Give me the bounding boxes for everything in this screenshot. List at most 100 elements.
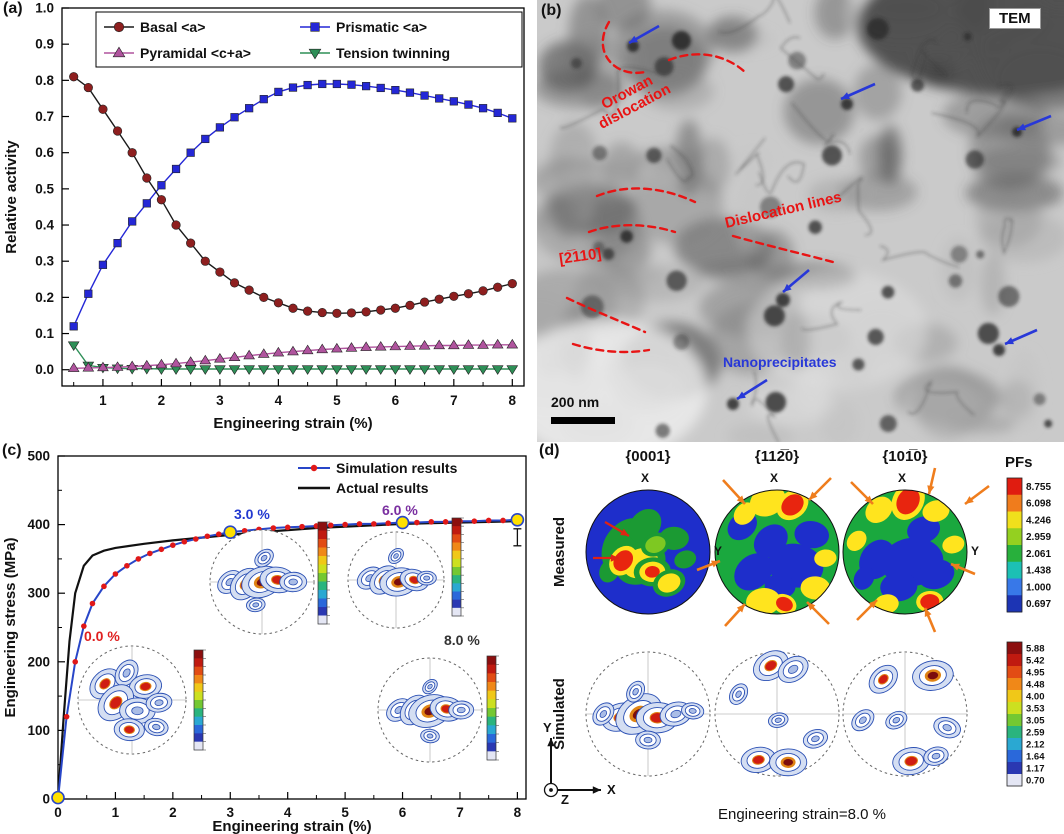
panel-d-caption: Engineering strain=8.0 % (717, 806, 887, 823)
tem-badge: TEM (989, 8, 1041, 29)
panel-a-tag: (a) (3, 0, 23, 17)
pf-column-1120: {112̅0} (754, 448, 800, 465)
svg-text:3: 3 (227, 805, 235, 820)
svg-text:0.1: 0.1 (35, 326, 54, 341)
svg-text:1.64: 1.64 (1026, 751, 1045, 762)
svg-text:0.6: 0.6 (35, 145, 54, 160)
svg-text:2: 2 (158, 393, 166, 408)
panel-b-tag: (b) (541, 2, 562, 19)
svg-text:0.697: 0.697 (1026, 599, 1051, 610)
pfs-label: PFs (1005, 454, 1033, 471)
panel-a: 0.0 0.1 0.2 0.3 0.4 0.5 0.6 0.7 0.8 0.9 1.0 1 2 3 4 5 6 7… (0, 0, 537, 442)
svg-text:500: 500 (27, 449, 50, 464)
svg-text:1: 1 (99, 393, 107, 408)
svg-text:5: 5 (341, 805, 349, 820)
svg-text:0: 0 (54, 805, 62, 820)
svg-text:1.17: 1.17 (1026, 763, 1045, 774)
svg-text:0.70: 0.70 (1026, 775, 1045, 786)
axis-y-label: Y (543, 720, 552, 735)
svg-text:2: 2 (169, 805, 177, 820)
svg-text:4.246: 4.246 (1026, 515, 1051, 526)
svg-text:6: 6 (399, 805, 407, 820)
series-0 (69, 72, 517, 318)
svg-text:0.0: 0.0 (35, 362, 54, 377)
svg-text:Actual results: Actual results (336, 480, 429, 496)
svg-text:3: 3 (216, 393, 224, 408)
stress-strain-chart: 0 100 200 300 400 500 0 1 2 3 4 5 6 7 8 Engineering str… (2, 449, 527, 834)
svg-text:5.88: 5.88 (1026, 643, 1045, 654)
svg-text:2.959: 2.959 (1026, 532, 1051, 543)
svg-text:5: 5 (333, 393, 341, 408)
panel-d-tag: (d) (539, 442, 560, 459)
svg-text:7: 7 (450, 393, 458, 408)
svg-text:Engineering stress (MPa): Engineering stress (MPa) (2, 537, 19, 717)
svg-text:0.3: 0.3 (35, 254, 54, 269)
svg-text:5.42: 5.42 (1026, 655, 1045, 666)
inset-label-3percent: 3.0 % (234, 506, 270, 522)
pole-x-mark: X (641, 471, 650, 485)
svg-text:4: 4 (275, 393, 283, 408)
svg-text:4: 4 (284, 805, 292, 820)
svg-text:8.755: 8.755 (1026, 482, 1051, 493)
svg-text:1.0: 1.0 (35, 1, 54, 16)
svg-text:Relative activity: Relative activity (3, 140, 20, 254)
pf-column-1010: {101̅0} (882, 448, 928, 465)
svg-text:6: 6 (392, 393, 400, 408)
pole-y-mark: Y (714, 544, 723, 558)
svg-text:8: 8 (514, 805, 522, 820)
svg-text:4.95: 4.95 (1026, 667, 1045, 678)
svg-text:2.59: 2.59 (1026, 727, 1045, 738)
series-2 (67, 338, 519, 372)
svg-text:7: 7 (456, 805, 464, 820)
svg-text:0.2: 0.2 (35, 290, 54, 305)
pf-column-0001: {0001} (625, 448, 671, 465)
pole-figures: 8.755 6.098 4.246 2.959 2.061 1.438 1.000 0.697… (543, 467, 1051, 798)
panel-b: (b) TEM Orowan dislocation Dislocation l… (537, 0, 1064, 442)
nanoprecipitates-label: Nanoprecipitates (723, 354, 837, 370)
pole-y-mark: Y (971, 544, 980, 558)
svg-text:2.12: 2.12 (1026, 739, 1045, 750)
svg-text:3.05: 3.05 (1026, 715, 1045, 726)
svg-text:0.5: 0.5 (35, 181, 54, 196)
panel-c-tag: (c) (2, 442, 22, 459)
row-measured: Measured (551, 516, 568, 588)
svg-text:Engineering strain (%): Engineering strain (%) (213, 415, 372, 432)
svg-text:0.9: 0.9 (35, 37, 54, 52)
svg-text:1: 1 (112, 805, 120, 820)
svg-text:2.061: 2.061 (1026, 549, 1051, 560)
scale-bar (551, 417, 615, 424)
svg-text:Pyramidal <c+a>: Pyramidal <c+a> (140, 45, 251, 61)
pole-x-mark: X (770, 471, 779, 485)
inset-label-0percent: 0.0 % (84, 628, 120, 644)
svg-text:0: 0 (42, 792, 50, 807)
axis-z-label: Z (561, 792, 569, 807)
svg-text:Prismatic <a>: Prismatic <a> (336, 19, 427, 35)
svg-text:4.48: 4.48 (1026, 679, 1045, 690)
tem-micrograph (537, 0, 1064, 442)
svg-text:300: 300 (27, 586, 50, 601)
svg-text:200: 200 (27, 654, 50, 669)
axis-x-label: X (607, 782, 616, 797)
row-simulated: Simulated (551, 678, 568, 750)
svg-text:6.098: 6.098 (1026, 499, 1051, 510)
svg-text:Tension twinning: Tension twinning (336, 45, 450, 61)
svg-text:Simulation results: Simulation results (336, 460, 458, 476)
svg-text:3.53: 3.53 (1026, 703, 1045, 714)
panel-d: 8.755 6.098 4.246 2.959 2.061 1.438 1.000 0.697… (537, 442, 1064, 834)
svg-text:1.000: 1.000 (1026, 582, 1051, 593)
svg-text:Engineering strain (%): Engineering strain (%) (212, 818, 371, 834)
svg-text:4.00: 4.00 (1026, 691, 1045, 702)
activity-chart: 0.0 0.1 0.2 0.3 0.4 0.5 0.6 0.7 0.8 0.9 1.0 1 2 3 4 5 6 7… (3, 1, 525, 432)
svg-text:100: 100 (27, 723, 50, 738)
svg-text:8: 8 (509, 393, 517, 408)
series-1 (69, 79, 517, 331)
svg-text:0.4: 0.4 (35, 218, 54, 233)
svg-text:0.8: 0.8 (35, 73, 54, 88)
pole-x-mark: X (898, 471, 907, 485)
svg-text:0.7: 0.7 (35, 109, 54, 124)
svg-text:1.438: 1.438 (1026, 566, 1051, 577)
panel-c: 0 100 200 300 400 500 0 1 2 3 4 5 6 7 8 Engineering str… (0, 442, 537, 834)
inset-label-6percent: 6.0 % (382, 502, 418, 518)
inset-label-8percent: 8.0 % (444, 632, 480, 648)
